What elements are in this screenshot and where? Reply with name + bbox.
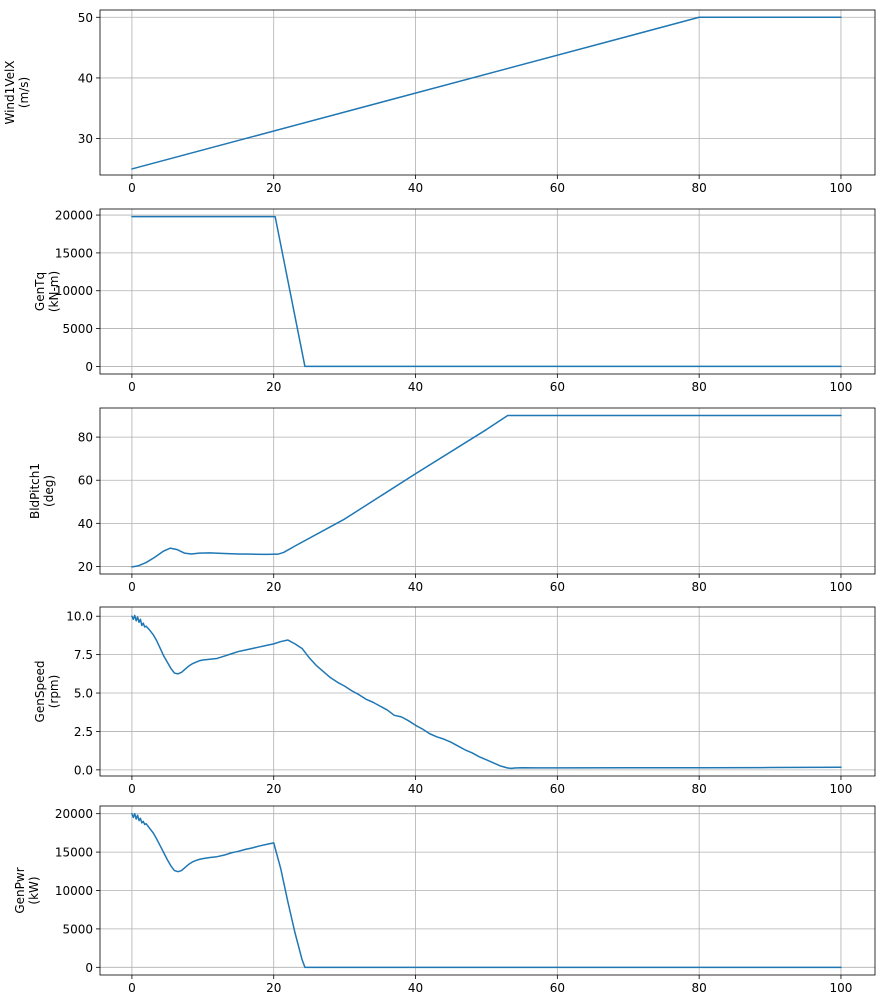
y-tick-label: 20000 (55, 209, 93, 223)
y-axis-label-name: Wind1VelX (3, 60, 17, 124)
y-tick-label: 10.0 (66, 610, 93, 624)
y-axis-label-unit: (deg) (42, 475, 56, 507)
subplot-4: 0 20 40 60 80 100 0.0 2.5 5.0 7.5 10.0 GenSpeed(rpm… (33, 606, 876, 796)
y-axis-label: Wind1VelX(m/s) (3, 60, 31, 124)
x-tick-label: 100 (830, 380, 853, 394)
y-tick-label: 5000 (62, 322, 93, 336)
x-tick-label: 60 (550, 981, 565, 995)
y-axis-label: GenSpeed(rpm) (33, 661, 61, 723)
x-tick-label: 100 (830, 782, 853, 796)
y-tick-label: 40 (78, 71, 93, 85)
x-tick-label: 0 (128, 580, 136, 594)
x-tick-label: 20 (266, 181, 281, 195)
y-axis-label-unit: (m/s) (17, 77, 31, 108)
y-tick-label: 0 (85, 360, 93, 374)
x-tick-label: 100 (830, 981, 853, 995)
subplot-1: 0 20 40 60 80 100 30 40 50 Wind1VelX(m/s) (3, 9, 876, 195)
x-tick-label: 80 (692, 181, 707, 195)
y-tick-label: 40 (78, 517, 93, 531)
series-line (131, 614, 842, 770)
y-tick-label: 10000 (55, 884, 93, 898)
subplot-3: 0 20 40 60 80 100 20 40 60 80 BldPitch1(deg) (28, 407, 876, 594)
y-tick-label: 2.5 (74, 725, 93, 739)
y-tick-label: 10000 (55, 284, 93, 298)
x-tick-label: 60 (550, 782, 565, 796)
x-tick-label: 20 (266, 782, 281, 796)
x-tick-label: 20 (266, 380, 281, 394)
x-tick-label: 20 (266, 580, 281, 594)
y-axis-label-name: GenSpeed (33, 661, 47, 723)
x-tick-label: 80 (692, 380, 707, 394)
y-tick-label: 60 (78, 474, 93, 488)
x-tick-label: 0 (128, 782, 136, 796)
x-tick-label: 40 (408, 782, 423, 796)
x-tick-label: 0 (128, 981, 136, 995)
x-tick-label: 0 (128, 181, 136, 195)
series-line (131, 16, 842, 170)
x-tick-label: 80 (692, 981, 707, 995)
x-tick-label: 40 (408, 580, 423, 594)
axes-frame (99, 208, 876, 375)
y-tick-label: 20 (78, 560, 93, 574)
y-axis-label: BldPitch1(deg) (28, 463, 56, 519)
y-axis-label-name: GenTq (33, 272, 47, 311)
y-axis-label-unit: (kN-m) (47, 271, 61, 312)
series-line (131, 414, 842, 568)
axes-frame (99, 606, 876, 777)
subplot-2: 0 20 40 60 80 100 0 5000 10000 15000 20000 GenTq(kN… (33, 208, 876, 394)
y-tick-label: 0 (85, 961, 93, 975)
y-tick-label: 5000 (62, 922, 93, 936)
series-line (131, 812, 842, 969)
subplot-5: 0 20 40 60 80 100 0 5000 10000 15000 20000 GenPwr(k… (13, 805, 876, 995)
x-tick-label: 100 (830, 580, 853, 594)
axes-frame (99, 407, 876, 575)
y-tick-label: 15000 (55, 246, 93, 260)
x-tick-label: 80 (692, 782, 707, 796)
x-tick-label: 60 (550, 380, 565, 394)
y-axis-label-name: GenPwr (13, 867, 27, 913)
y-axis-label-name: BldPitch1 (28, 463, 42, 519)
y-tick-label: 50 (78, 11, 93, 25)
x-tick-label: 20 (266, 981, 281, 995)
x-tick-label: 0 (128, 380, 136, 394)
y-tick-label: 15000 (55, 846, 93, 860)
y-axis-label-unit: (rpm) (47, 675, 61, 709)
y-tick-label: 80 (78, 431, 93, 445)
x-tick-label: 40 (408, 181, 423, 195)
y-tick-label: 0.0 (74, 763, 93, 777)
series-line (131, 215, 842, 368)
y-tick-label: 20000 (55, 807, 93, 821)
y-axis-label: GenPwr(kW) (13, 867, 41, 913)
x-tick-label: 60 (550, 580, 565, 594)
axes-frame (99, 9, 876, 176)
x-tick-label: 100 (830, 181, 853, 195)
x-tick-label: 80 (692, 580, 707, 594)
y-axis-label-unit: (kW) (27, 876, 41, 904)
y-tick-label: 30 (78, 132, 93, 146)
x-tick-label: 40 (408, 380, 423, 394)
y-tick-label: 5.0 (74, 687, 93, 701)
x-tick-label: 60 (550, 181, 565, 195)
y-axis-label: GenTq(kN-m) (33, 271, 61, 312)
x-tick-label: 40 (408, 981, 423, 995)
y-tick-label: 7.5 (74, 648, 93, 662)
